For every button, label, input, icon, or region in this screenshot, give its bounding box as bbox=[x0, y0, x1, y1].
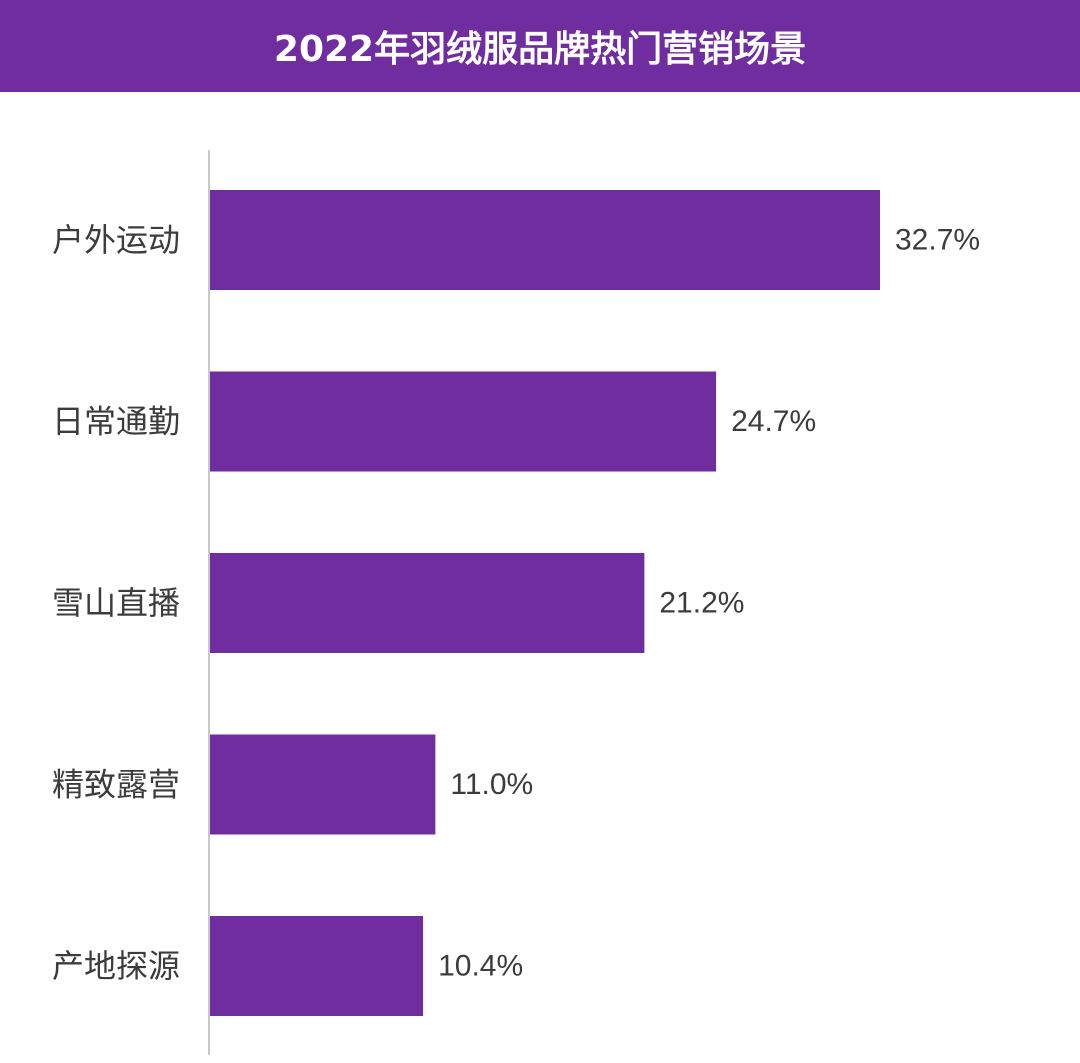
bar-1 bbox=[210, 371, 717, 472]
bar-4 bbox=[210, 916, 424, 1016]
category-label-3: 精致露营 bbox=[52, 766, 180, 804]
chart-title: 2022年羽绒服品牌热门营销场景 bbox=[273, 29, 807, 70]
category-label-1: 日常通勤 bbox=[52, 403, 180, 441]
chart-title-bar: 2022年羽绒服品牌热门营销场景 bbox=[0, 0, 1080, 92]
bar-0 bbox=[210, 190, 880, 290]
category-label-0: 户外运动 bbox=[52, 221, 180, 259]
category-label-2: 雪山直播 bbox=[52, 584, 180, 622]
value-label-0: 32.7% bbox=[895, 224, 980, 257]
bar-3 bbox=[210, 734, 436, 835]
category-label-4: 产地探源 bbox=[52, 947, 180, 985]
value-label-2: 21.2% bbox=[659, 587, 744, 620]
value-label-3: 11.0% bbox=[450, 768, 533, 801]
value-label-4: 10.4% bbox=[438, 950, 523, 983]
value-label-1: 24.7% bbox=[731, 405, 816, 438]
bar-2 bbox=[210, 553, 645, 653]
